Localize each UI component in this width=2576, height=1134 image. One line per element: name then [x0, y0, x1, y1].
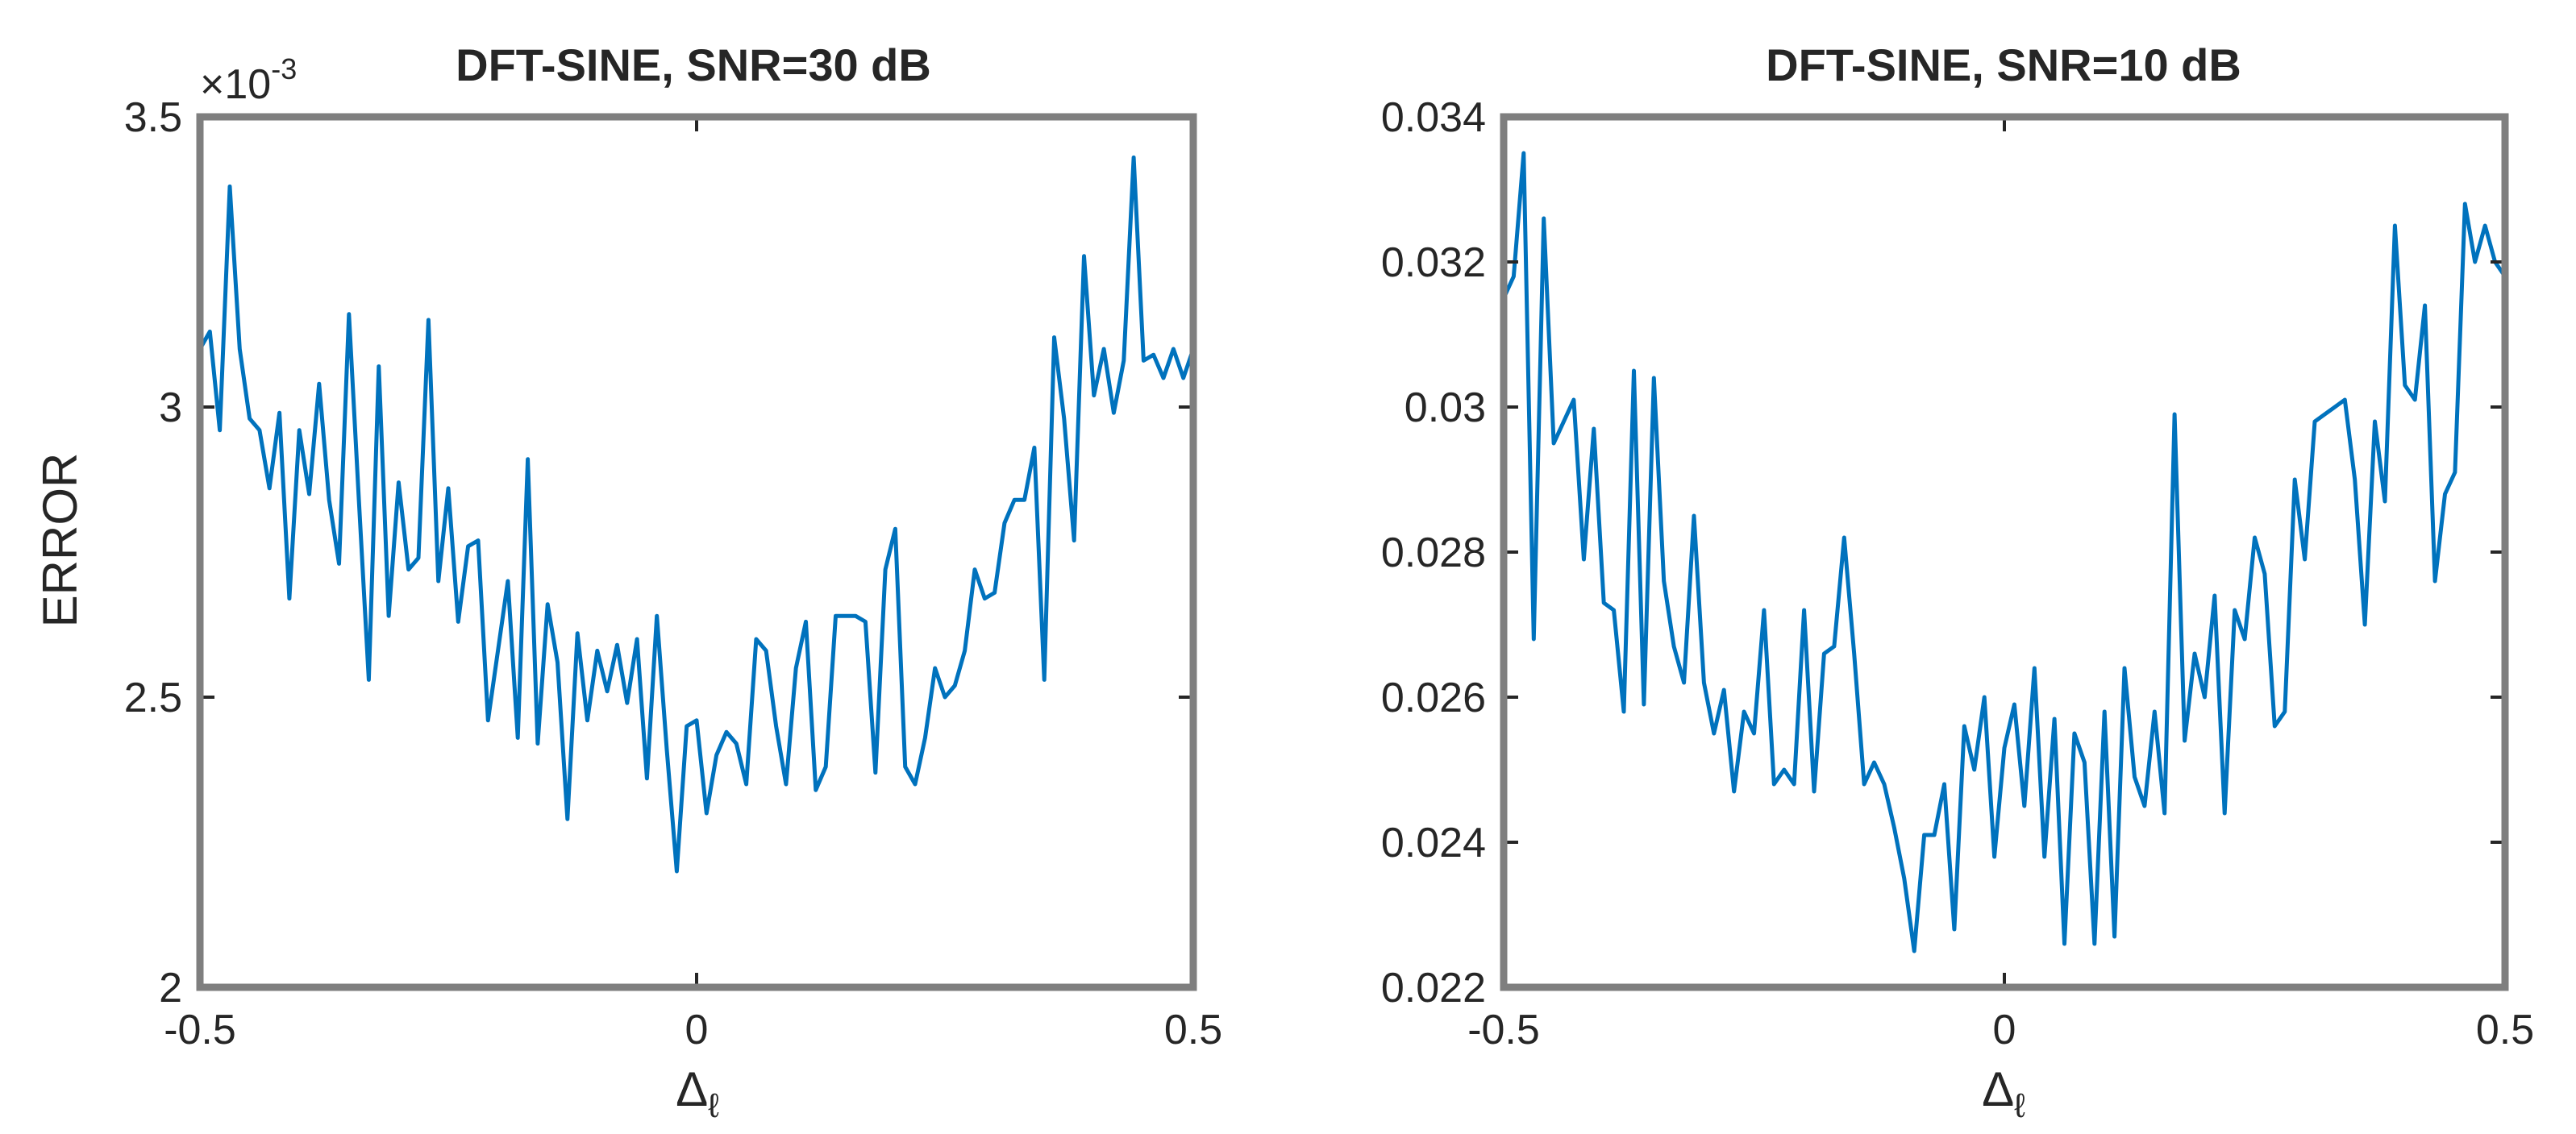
x-axis-label-subscript: ℓ	[708, 1086, 719, 1124]
series-line-0	[198, 155, 1196, 874]
x-axis-label-base: Δ	[676, 1062, 708, 1116]
y-tick-label: 0.028	[1381, 530, 1486, 576]
x-tick-label: 0.5	[2476, 1007, 2534, 1053]
y-tick-label: 2	[159, 965, 182, 1011]
x-axis-label-base: Δ	[1982, 1062, 2014, 1116]
x-tick-label: -0.5	[164, 1007, 236, 1053]
x-axis-label-subscript: ℓ	[2014, 1086, 2025, 1124]
axis-ticks: -0.5 0 0.5 2 2.5 3 3.5	[124, 94, 1222, 1053]
y-tick-label: 3.5	[124, 94, 182, 141]
x-tick-label: 0.5	[1164, 1007, 1222, 1053]
y-exponent-base: ×10	[200, 61, 271, 108]
y-tick-label: 0.022	[1381, 965, 1486, 1011]
x-axis-label: Δℓ	[1982, 1062, 2025, 1124]
x-axis-label: Δℓ	[676, 1062, 719, 1124]
x-tick-label: 0	[685, 1007, 709, 1053]
chart-panel-snr10: DFT-SINE, SNR=10 dB Δℓ -0.5 0 0.5 0.022 0.02…	[1381, 39, 2534, 1124]
y-tick-label: 2.5	[124, 675, 182, 721]
chart-title: DFT-SINE, SNR=10 dB	[1766, 39, 2241, 90]
y-exponent-label: ×10-3	[200, 52, 297, 108]
chart-panel-snr30: DFT-SINE, SNR=30 dB ×10-3 ERROR Δℓ -0.5 0…	[33, 39, 1222, 1124]
y-tick-label: 0.032	[1381, 239, 1486, 286]
chart-title: DFT-SINE, SNR=30 dB	[456, 39, 931, 90]
y-tick-label: 0.03	[1405, 384, 1486, 431]
plot-area	[1501, 151, 2507, 953]
axes-frame	[196, 113, 1197, 991]
plot-area	[198, 155, 1196, 874]
y-tick-label: 3	[159, 384, 182, 431]
x-tick-label: 0	[1993, 1007, 2016, 1053]
axis-ticks: -0.5 0 0.5 0.022 0.024 0.026 0.028 0.03 0.032 0.0…	[1381, 94, 2534, 1053]
y-tick-label: 0.024	[1381, 820, 1486, 866]
y-tick-label: 0.026	[1381, 675, 1486, 721]
y-axis-label: ERROR	[33, 453, 87, 628]
axes-frame	[1500, 113, 2509, 991]
x-tick-label: -0.5	[1467, 1007, 1540, 1053]
y-tick-label: 0.034	[1381, 94, 1486, 141]
y-exponent-power: -3	[271, 52, 297, 85]
series-line-0	[1501, 151, 2507, 953]
